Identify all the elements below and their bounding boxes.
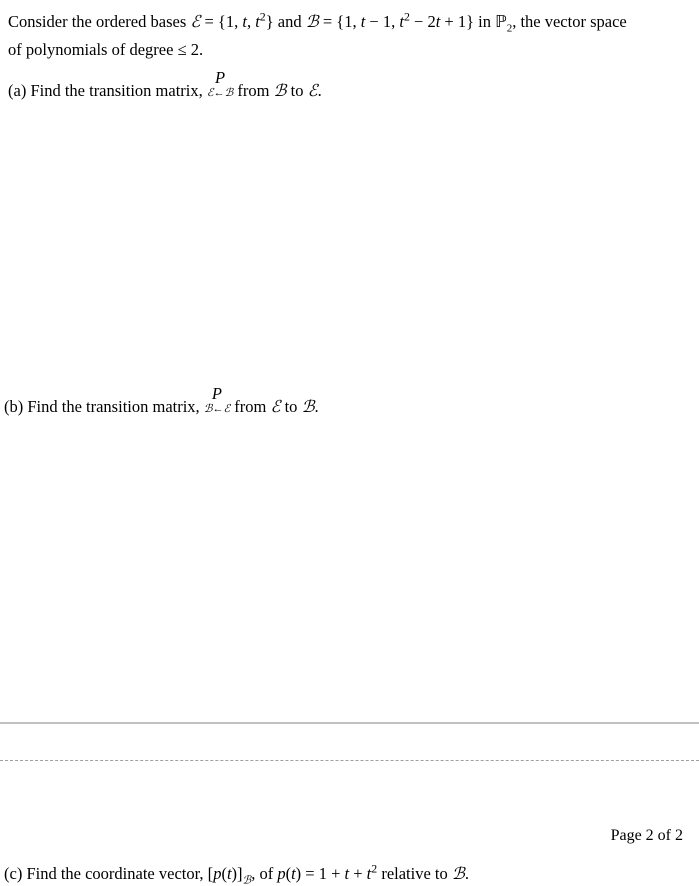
a-dot: . — [318, 81, 322, 100]
part-b: (b) Find the transition matrix, P ℬ←ℰ fr… — [4, 382, 319, 419]
page-number: Page 2 of 2 — [611, 827, 683, 845]
a-P-sub: ℰ←ℬ — [207, 86, 233, 102]
transition-P-a: P ℰ←ℬ — [207, 66, 233, 102]
c-plus: + — [349, 864, 367, 883]
intro-text: Consider the ordered bases ℰ = {1, t, t2… — [8, 10, 687, 34]
c-Bsub: ℬ — [243, 874, 252, 886]
c-p2: p — [277, 864, 285, 883]
basis-B: ℬ — [306, 12, 319, 31]
b-E: ℰ — [270, 397, 280, 416]
b-P-sub: ℬ←ℰ — [204, 402, 230, 418]
a-E: ℰ — [308, 81, 318, 100]
b-mid: from — [230, 397, 270, 416]
transition-P-b: P ℬ←ℰ — [204, 382, 230, 418]
b-pre: (b) Find the transition matrix, — [4, 397, 204, 416]
intro-tail: , the vector space — [512, 12, 627, 31]
a-pre: (a) Find the transition matrix, — [8, 81, 207, 100]
c-pre: (c) Find the coordinate vector, [ — [4, 864, 213, 883]
intro-eq1: = {1, — [200, 12, 242, 31]
intro-l1-a: Consider the ordered bases — [8, 12, 190, 31]
intro-close1: } and — [266, 12, 306, 31]
b-to: to — [280, 397, 301, 416]
c-of: , of — [251, 864, 277, 883]
intro-eq2: = {1, — [319, 12, 361, 31]
c-B: ℬ — [452, 864, 465, 883]
a-B: ℬ — [274, 81, 287, 100]
divider-solid — [0, 722, 699, 724]
a-mid: from — [233, 81, 273, 100]
c-paren4: ) = 1 + — [296, 864, 345, 883]
a-to: to — [287, 81, 308, 100]
intro-tm1b: − 1, — [365, 12, 399, 31]
intro-t2b: − 2 — [410, 12, 436, 31]
intro-comma: , — [247, 12, 255, 31]
b-B: ℬ — [302, 397, 315, 416]
intro-text-line2: of polynomials of degree ≤ 2. — [8, 38, 687, 62]
part-a: (a) Find the transition matrix, P ℰ←ℬ fr… — [8, 66, 687, 103]
c-dot: . — [465, 864, 469, 883]
divider-dashed — [0, 760, 699, 761]
intro-l2: of polynomials of degree ≤ 2. — [8, 40, 203, 59]
c-paren2: )] — [232, 864, 243, 883]
part-c: (c) Find the coordinate vector, [p(t)]ℬ,… — [4, 862, 469, 886]
page: Consider the ordered bases ℰ = {1, t, t2… — [0, 0, 699, 885]
intro-t2d: + 1} in — [440, 12, 495, 31]
c-rel: relative to — [377, 864, 452, 883]
basis-E: ℰ — [190, 12, 200, 31]
space-P: ℙ — [495, 12, 507, 31]
b-dot: . — [315, 397, 319, 416]
